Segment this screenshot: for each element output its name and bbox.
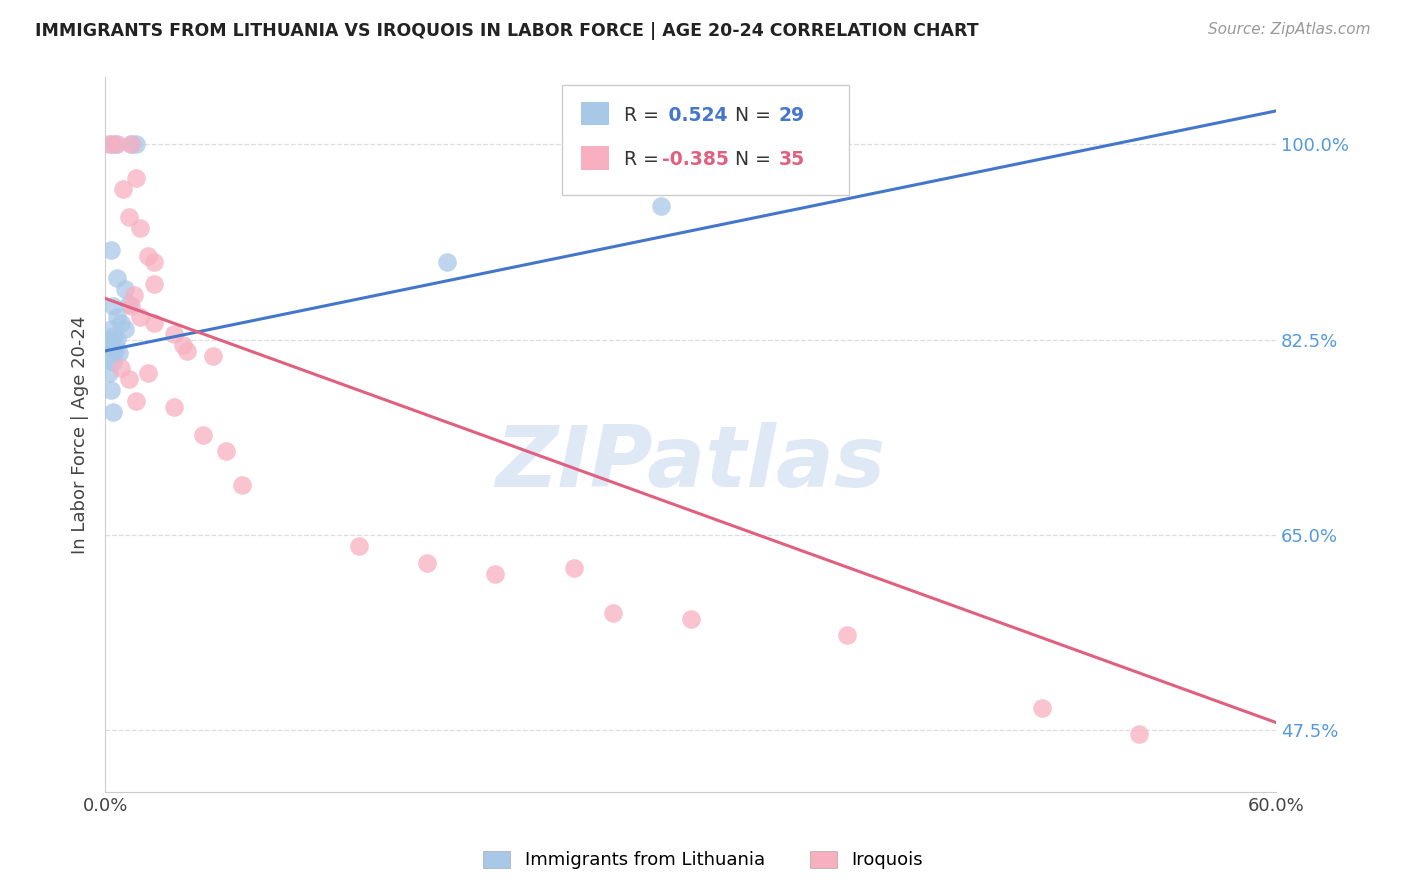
Point xyxy=(101,355,124,369)
Point xyxy=(176,343,198,358)
Text: IMMIGRANTS FROM LITHUANIA VS IROQUOIS IN LABOR FORCE | AGE 20-24 CORRELATION CHA: IMMIGRANTS FROM LITHUANIA VS IROQUOIS IN… xyxy=(35,22,979,40)
Point xyxy=(436,254,458,268)
Point xyxy=(484,567,506,582)
FancyBboxPatch shape xyxy=(581,102,609,125)
Point xyxy=(117,297,139,311)
Point xyxy=(1031,701,1053,715)
Point xyxy=(104,338,127,352)
Point xyxy=(125,170,148,185)
Text: 0.524: 0.524 xyxy=(662,106,728,125)
Legend: Immigrants from Lithuania, Iroquois: Immigrants from Lithuania, Iroquois xyxy=(474,842,932,879)
Point xyxy=(129,221,152,235)
Point xyxy=(104,343,127,358)
Point xyxy=(117,372,139,386)
Point xyxy=(105,137,128,152)
Point xyxy=(100,383,122,397)
Point xyxy=(105,271,128,285)
Point xyxy=(111,182,134,196)
Point xyxy=(125,394,148,409)
Point xyxy=(125,137,148,152)
Point xyxy=(98,338,121,352)
Point xyxy=(100,350,122,364)
Text: R =: R = xyxy=(624,106,665,125)
Point xyxy=(98,333,121,347)
Point xyxy=(1128,726,1150,740)
Text: N =: N = xyxy=(723,106,778,125)
Point xyxy=(98,137,121,152)
Point xyxy=(108,346,131,360)
Point xyxy=(129,310,152,325)
Point xyxy=(104,137,127,152)
Point xyxy=(143,316,166,330)
Point xyxy=(347,539,370,553)
Point xyxy=(101,329,124,343)
Point xyxy=(835,628,858,642)
Point xyxy=(114,321,136,335)
Point xyxy=(143,277,166,291)
Point xyxy=(105,310,128,325)
Point xyxy=(162,327,184,342)
Point xyxy=(114,283,136,297)
Point xyxy=(136,366,159,380)
Text: 35: 35 xyxy=(779,150,804,169)
Point xyxy=(562,561,585,575)
Point xyxy=(100,321,122,335)
Point xyxy=(101,299,124,313)
Point xyxy=(100,244,122,258)
Point xyxy=(191,427,214,442)
Text: -0.385: -0.385 xyxy=(662,150,730,169)
Point xyxy=(120,137,142,152)
Point xyxy=(201,350,224,364)
Point xyxy=(602,606,624,620)
Point xyxy=(650,199,672,213)
Text: Source: ZipAtlas.com: Source: ZipAtlas.com xyxy=(1208,22,1371,37)
FancyBboxPatch shape xyxy=(562,85,849,195)
Text: ZIPatlas: ZIPatlas xyxy=(495,422,886,505)
Point xyxy=(143,254,166,268)
Point xyxy=(120,137,142,152)
FancyBboxPatch shape xyxy=(581,146,609,169)
Point xyxy=(231,477,253,491)
Text: 29: 29 xyxy=(779,106,804,125)
Point xyxy=(100,334,122,349)
Point xyxy=(98,366,121,380)
Point xyxy=(100,137,122,152)
Point xyxy=(679,612,702,626)
Point xyxy=(136,249,159,263)
Point xyxy=(117,210,139,224)
Point xyxy=(162,400,184,414)
Point xyxy=(101,405,124,419)
Point xyxy=(100,341,122,355)
Point xyxy=(110,360,132,375)
Y-axis label: In Labor Force | Age 20-24: In Labor Force | Age 20-24 xyxy=(72,316,89,554)
Point xyxy=(215,444,238,458)
Text: N =: N = xyxy=(723,150,778,169)
Point xyxy=(416,556,439,570)
Point xyxy=(172,338,194,352)
Point xyxy=(120,299,142,313)
Point xyxy=(124,288,146,302)
Point xyxy=(110,316,132,330)
Text: R =: R = xyxy=(624,150,665,169)
Point xyxy=(105,332,128,346)
